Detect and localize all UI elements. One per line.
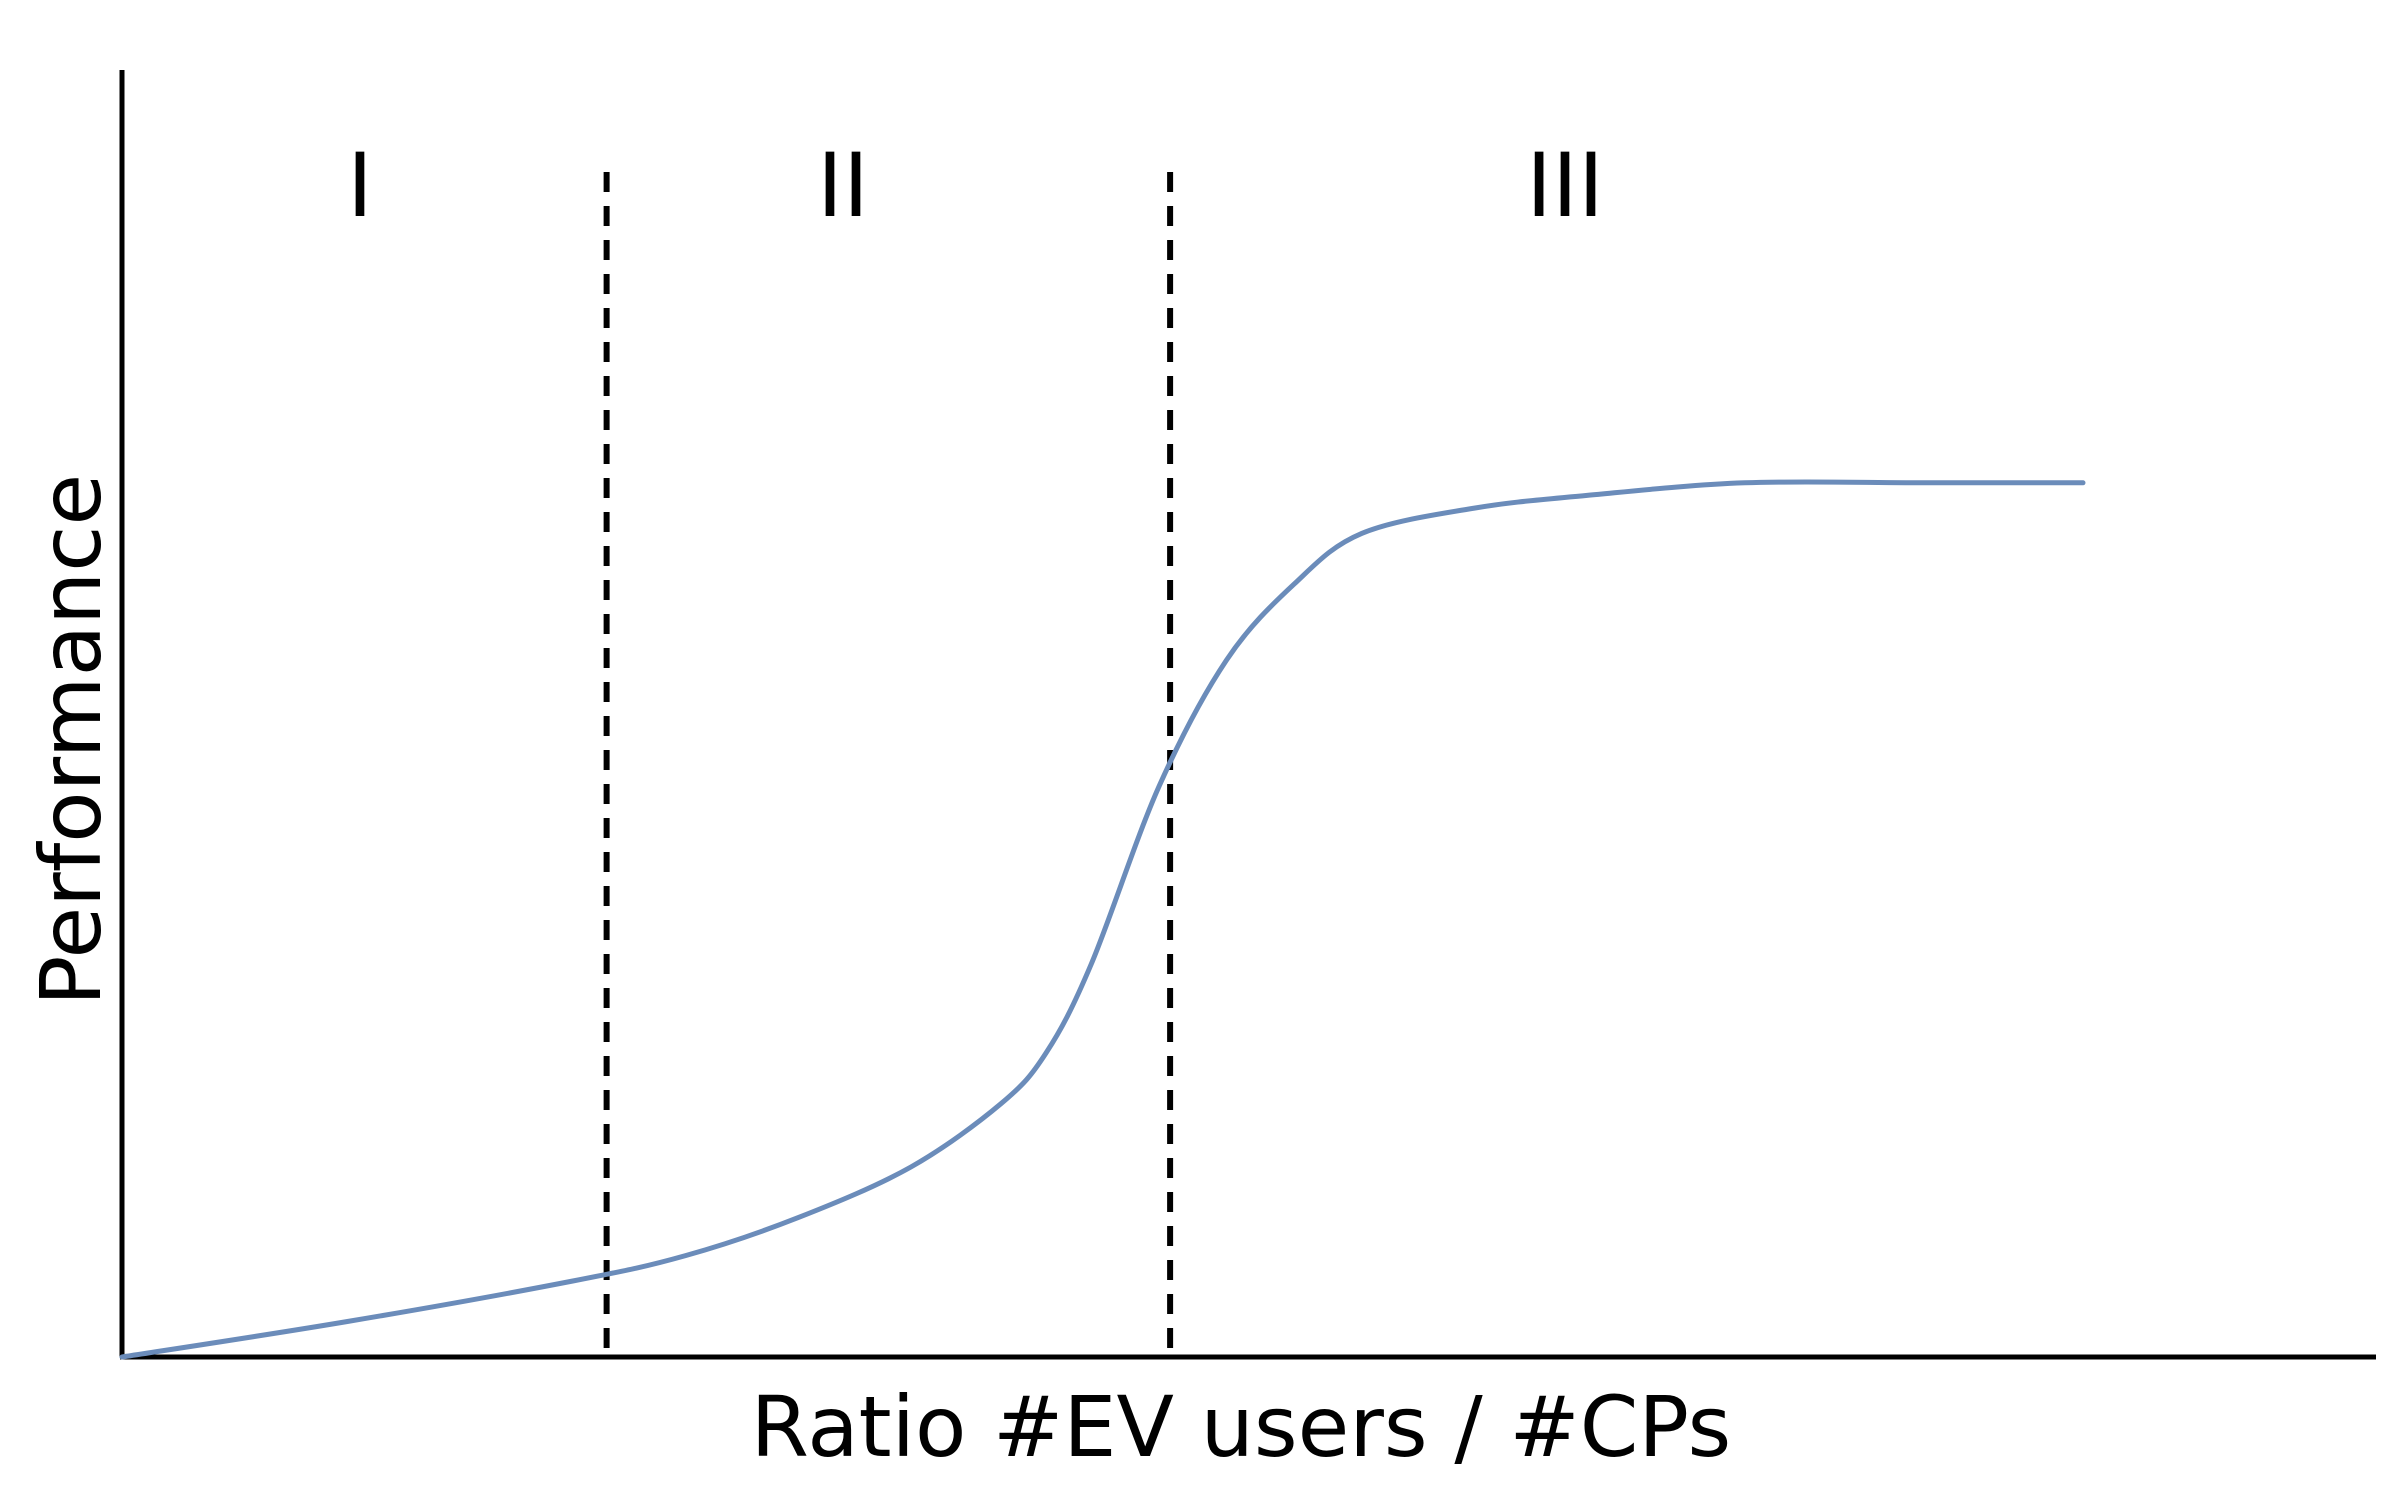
plot-area xyxy=(119,70,2376,1360)
y-axis-label: Performance xyxy=(22,474,120,1006)
region-label-2: II xyxy=(817,134,869,237)
region-label-1: I xyxy=(347,134,373,237)
x-axis-label: Ratio #EV users / #CPs xyxy=(751,1378,1732,1476)
performance-curve xyxy=(119,479,2086,1360)
region-label-3: III xyxy=(1526,134,1604,237)
